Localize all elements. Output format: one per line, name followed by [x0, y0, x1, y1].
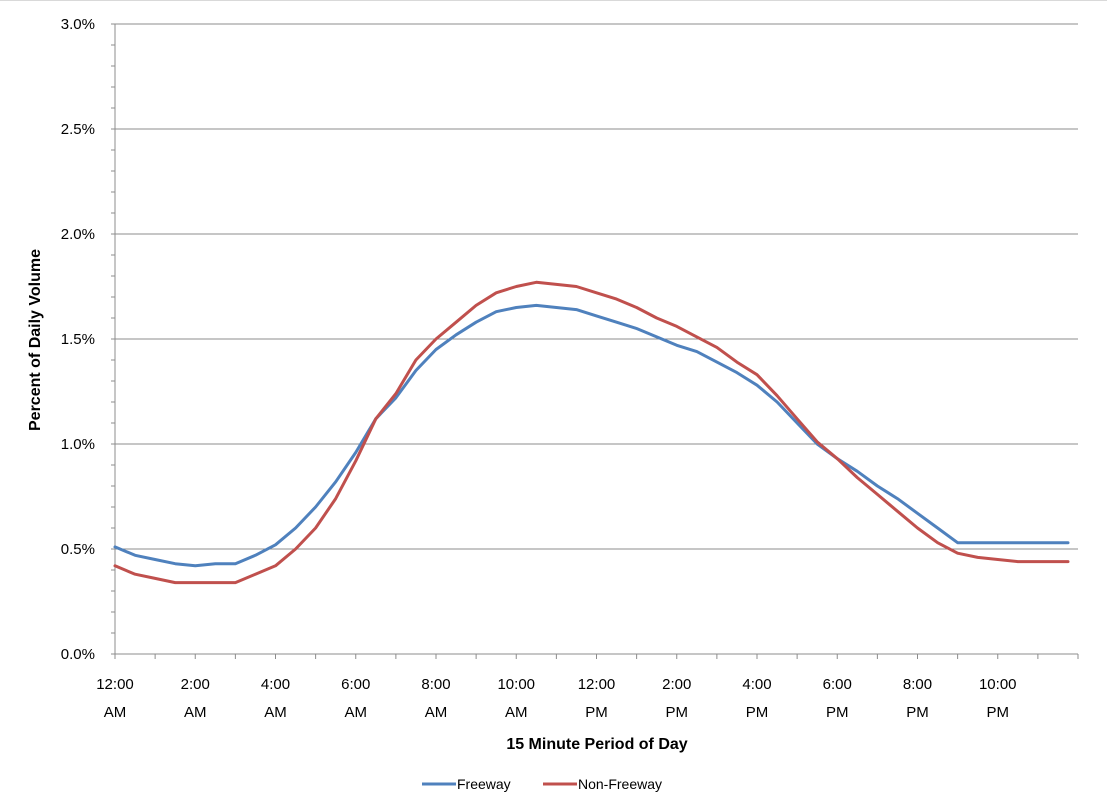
legend-label: Freeway [457, 776, 511, 792]
y-axis-title: Percent of Daily Volume [27, 249, 44, 431]
gridlines [115, 23, 1078, 550]
x-tick-label-period: AM [264, 704, 287, 721]
x-tick-label-period: PM [746, 704, 769, 721]
y-tick-label: 2.0% [61, 226, 95, 243]
x-tick-label-period: PM [826, 704, 849, 721]
x-tick-label-time: 4:00 [261, 676, 290, 693]
x-tick-label-time: 10:00 [979, 676, 1017, 693]
x-tick-label-period: PM [666, 704, 689, 721]
x-axis-title: 15 Minute Period of Day [506, 736, 687, 753]
axes [111, 23, 1079, 659]
x-tick-label-time: 10:00 [497, 676, 535, 693]
x-tick-label-time: 2:00 [662, 676, 691, 693]
legend-label: Non-Freeway [578, 776, 662, 792]
series-line-freeway [113, 303, 1070, 568]
x-tick-labels: 12:00 AM 2:00 AM 4:00 AM 6:00 AM 8:00 AM 10:00 AM 12… [96, 676, 1016, 721]
x-tick-label-period: AM [184, 704, 207, 721]
x-tick-label-time: 8:00 [903, 676, 932, 693]
series-line-non-freeway [113, 280, 1070, 585]
x-tick-label-time: 6:00 [823, 676, 852, 693]
x-tick-label-period: AM [345, 704, 368, 721]
x-tick-label-time: 4:00 [742, 676, 771, 693]
y-tick-labels: 0.0% 0.5% 1.0% 1.5% 2.0% 2.5% 3.0% [61, 16, 95, 663]
y-tick-label: 1.5% [61, 331, 95, 348]
y-tick-label: 0.0% [61, 646, 95, 663]
x-tick-label-time: 12:00 [96, 676, 134, 693]
x-tick-label-period: PM [906, 704, 929, 721]
x-tick-label-time: 6:00 [341, 676, 370, 693]
top-border [0, 0, 1107, 1]
x-tick-label-time: 8:00 [421, 676, 450, 693]
x-tick-label-period: AM [505, 704, 528, 721]
x-tick-label-period: PM [987, 704, 1010, 721]
y-tick-label: 0.5% [61, 541, 95, 558]
series-lines [113, 280, 1070, 585]
x-tick-label-period: AM [425, 704, 448, 721]
x-tick-label-period: AM [104, 704, 127, 721]
x-tick-label-time: 2:00 [181, 676, 210, 693]
y-tick-label: 3.0% [61, 16, 95, 33]
y-tick-label: 1.0% [61, 436, 95, 453]
legend: Freeway Non-Freeway [422, 776, 662, 792]
x-tick-label-period: PM [585, 704, 608, 721]
y-tick-label: 2.5% [61, 121, 95, 138]
x-tick-label-time: 12:00 [578, 676, 616, 693]
